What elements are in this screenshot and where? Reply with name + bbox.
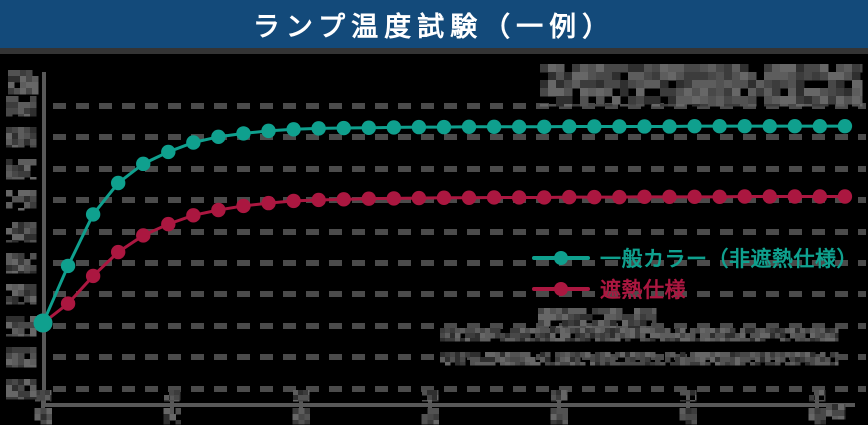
redacted-note-line-1: [440, 328, 839, 342]
redacted-note-line-2: [440, 352, 839, 366]
axes: [42, 72, 855, 407]
legend-line-marker-icon: [532, 277, 590, 301]
title-bar: ランプ温度試験（一例）: [0, 0, 868, 48]
legend-label-general-color: 一般カラー（非遮熱仕様）: [600, 248, 858, 271]
page-title: ランプ温度試験（一例）: [252, 11, 616, 42]
legend-label-heat-shield: 遮熱仕様: [600, 279, 686, 302]
redacted-x-tick-labels: [34, 390, 826, 425]
redacted-heading-top-right: [540, 64, 863, 107]
redacted-y-axis-unit: [8, 70, 39, 95]
legend-line-marker-icon: [532, 246, 590, 270]
legend-item-general-color: 一般カラー（非遮熱仕様）: [532, 246, 858, 271]
redacted-y-tick-labels: [6, 96, 37, 400]
legend-item-heat-shield: 遮熱仕様: [532, 277, 686, 302]
header-divider: [0, 48, 868, 54]
series-heat-shield: [33, 189, 853, 333]
series-general-color: [33, 118, 853, 333]
redacted-x-axis-unit: [826, 404, 846, 420]
x-axis-ticks: [41, 391, 819, 420]
